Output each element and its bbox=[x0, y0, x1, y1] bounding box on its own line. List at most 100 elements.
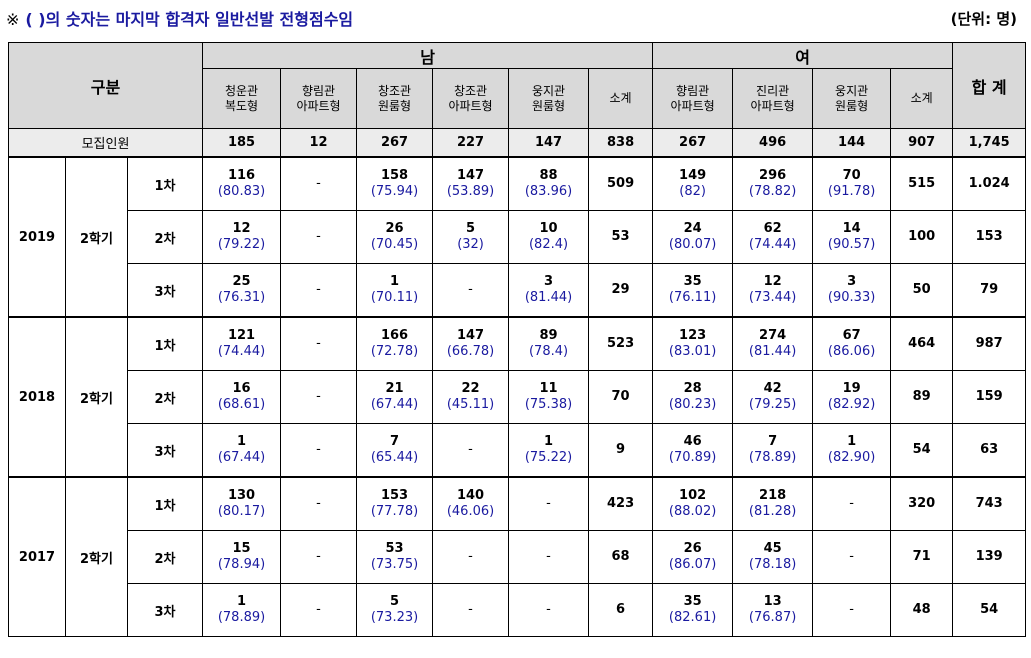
count-value: 147 bbox=[456, 168, 485, 183]
count-value: 25 bbox=[232, 274, 251, 289]
count-value: 1 bbox=[237, 594, 247, 609]
count-value: - bbox=[316, 602, 321, 617]
data-cell: 121 (74.44) bbox=[202, 316, 282, 371]
count-value: 158 bbox=[380, 168, 409, 183]
data-cell: - bbox=[508, 530, 590, 584]
col-header-line: 창조관 bbox=[453, 83, 488, 98]
data-cell: 153 bbox=[952, 210, 1027, 264]
data-cell: 123 (83.01) bbox=[652, 316, 734, 371]
table-row: 2019 2학기 1차 116 (80.83) -158 (75.94) 147 (53.89)… bbox=[8, 156, 1027, 318]
count-value: 987 bbox=[975, 336, 1003, 351]
data-cell: 102 (88.02) bbox=[652, 476, 734, 531]
male-col-header: 웅지관 원룸형 bbox=[508, 68, 590, 129]
data-cell: 3 (81.44) bbox=[508, 263, 590, 318]
count-value: 19 bbox=[842, 381, 861, 396]
count-value: 121 bbox=[227, 328, 256, 343]
female-col-header: 소계 bbox=[890, 68, 954, 129]
count-value: 140 bbox=[456, 488, 485, 503]
data-cell: 3 (90.33) bbox=[812, 263, 892, 318]
count-value: 16 bbox=[232, 381, 251, 396]
score-value: (82) bbox=[679, 184, 706, 199]
count-value: 50 bbox=[912, 282, 931, 297]
data-cell: 1 (75.22) bbox=[508, 423, 590, 478]
data-cell: 296 (78.82) bbox=[732, 156, 814, 211]
count-value: - bbox=[316, 389, 321, 404]
data-cell: 320 bbox=[890, 476, 954, 531]
data-cell: 218 (81.28) bbox=[732, 476, 814, 531]
table-row: 2차 16 (68.61) -21 (67.44) 22 (45.11) 11 (75.38) 7… bbox=[9, 370, 1027, 424]
data-cell: 67 (86.06) bbox=[812, 316, 892, 371]
data-cell: 7 (65.44) bbox=[356, 423, 434, 478]
data-cell: 54 bbox=[890, 423, 954, 478]
count-value: 320 bbox=[908, 496, 936, 511]
data-cell: 35 (76.11) bbox=[652, 263, 734, 318]
score-value: (88.02) bbox=[668, 504, 717, 519]
recruit-value: 267 bbox=[356, 128, 434, 158]
data-cell: 5 (73.23) bbox=[356, 583, 434, 637]
score-value: (80.23) bbox=[668, 397, 717, 412]
col-header-line: 웅지관 bbox=[531, 83, 566, 98]
data-cell: - bbox=[280, 370, 358, 424]
count-value: 63 bbox=[980, 442, 999, 457]
count-value: 53 bbox=[385, 541, 404, 556]
col-header-line: 원룸형 bbox=[835, 98, 869, 113]
data-cell: 19 (82.92) bbox=[812, 370, 892, 424]
recruit-value: 147 bbox=[508, 128, 590, 158]
unit-label: (단위: 명) bbox=[950, 10, 1017, 28]
recruit-value: 185 bbox=[202, 128, 282, 158]
count-value: 147 bbox=[456, 328, 485, 343]
round-cell: 1차 bbox=[126, 316, 204, 371]
score-value: (70.89) bbox=[668, 450, 717, 465]
count-value: 1 bbox=[544, 434, 554, 449]
data-cell: 130 (80.17) bbox=[202, 476, 282, 531]
year-cell: 2018 bbox=[8, 316, 66, 478]
header-male: 남 bbox=[202, 42, 654, 69]
score-value: (86.06) bbox=[827, 344, 876, 359]
score-value: (74.44) bbox=[748, 237, 797, 252]
dormitory-admission-table: 구분 남 여 합 계 청운관 복도형 향림관 아파트형 창조관 원룸형 창조관 아파트형 웅지관… bbox=[7, 42, 1027, 637]
table-row: 3차 1 (78.89) -5 (73.23) - -6 35 (82.61) 13 (76.87)… bbox=[9, 583, 1027, 637]
score-value: (53.89) bbox=[446, 184, 495, 199]
count-value: - bbox=[316, 549, 321, 564]
count-value: 7 bbox=[390, 434, 400, 449]
data-cell: 46 (70.89) bbox=[652, 423, 734, 478]
data-cell: 42 (79.25) bbox=[732, 370, 814, 424]
score-value: (70.45) bbox=[370, 237, 419, 252]
recruit-value: 838 bbox=[588, 128, 654, 158]
data-cell: - bbox=[432, 263, 510, 318]
count-value: 139 bbox=[975, 549, 1003, 564]
data-cell: 70 (91.78) bbox=[812, 156, 892, 211]
data-cell: 274 (81.44) bbox=[732, 316, 814, 371]
score-value: (76.31) bbox=[217, 290, 266, 305]
col-header-line: 아파트형 bbox=[670, 98, 715, 113]
data-cell: - bbox=[280, 476, 358, 531]
male-col-header: 청운관 복도형 bbox=[202, 68, 282, 129]
data-cell: 743 bbox=[952, 476, 1027, 531]
term-cell: 2학기 bbox=[65, 476, 128, 637]
female-col-header: 진리관 아파트형 bbox=[732, 68, 814, 129]
score-value: (90.57) bbox=[827, 237, 876, 252]
col-header-line: 웅지관 bbox=[835, 83, 869, 98]
count-value: 149 bbox=[679, 168, 707, 183]
count-value: 12 bbox=[232, 221, 251, 236]
score-value: (67.44) bbox=[370, 397, 419, 412]
data-cell: 15 (78.94) bbox=[202, 530, 282, 584]
data-cell: - bbox=[432, 583, 510, 637]
count-value: 88 bbox=[539, 168, 558, 183]
count-value: 79 bbox=[980, 282, 999, 297]
data-cell: 10 (82.4) bbox=[508, 210, 590, 264]
score-value: (80.17) bbox=[217, 504, 266, 519]
score-value: (76.87) bbox=[748, 610, 797, 625]
score-value: (80.07) bbox=[668, 237, 717, 252]
score-value: (83.01) bbox=[668, 344, 717, 359]
count-value: 89 bbox=[539, 328, 558, 343]
score-value: (67.44) bbox=[217, 450, 266, 465]
score-value: (74.44) bbox=[217, 344, 266, 359]
data-cell: 13 (76.87) bbox=[732, 583, 814, 637]
count-value: 509 bbox=[607, 176, 635, 191]
data-cell: 139 bbox=[952, 530, 1027, 584]
count-value: - bbox=[316, 336, 321, 351]
data-cell: - bbox=[812, 583, 892, 637]
header-total: 합 계 bbox=[952, 42, 1027, 129]
count-value: - bbox=[546, 549, 551, 564]
